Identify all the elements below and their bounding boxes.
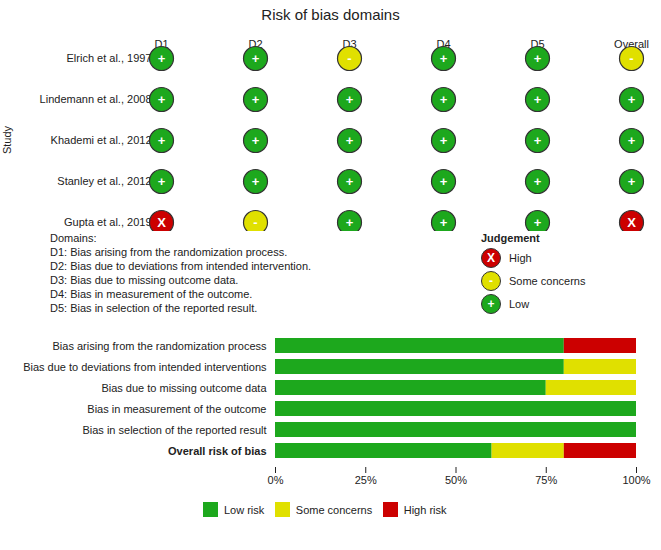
html-text:Some concerns: Some concerns	[509, 275, 586, 287]
svg-text:Khademi et al., 2012: Khademi et al., 2012	[51, 134, 152, 146]
html-text:D2: Bias due to deviations fro: D2: Bias due to deviations from intended…	[50, 260, 312, 272]
svg-text:Bias due to deviations from in: Bias due to deviations from intended int…	[23, 361, 267, 373]
svg-text:75%: 75%	[535, 474, 557, 486]
svg-text:Elrich et al., 1997: Elrich et al., 1997	[67, 52, 152, 64]
svg-text:+: +	[158, 174, 166, 189]
svg-text:Lindemann et al., 2008: Lindemann et al., 2008	[40, 93, 152, 105]
svg-text:Gupta et al., 2019: Gupta et al., 2019	[64, 216, 151, 228]
svg-text:+: +	[440, 215, 448, 230]
svg-text:D5: D5	[530, 37, 545, 50]
html-text:Some concerns: Some concerns	[295, 503, 373, 516]
svg-text:Bias in measurement of the out: Bias in measurement of the outcome	[87, 403, 266, 415]
svg-text:+: +	[158, 92, 166, 107]
html-text:Judgement: Judgement	[481, 232, 540, 244]
svg-text:+: +	[534, 215, 542, 230]
svg-text:-: -	[347, 51, 351, 66]
svg-text:D1: D1	[154, 37, 169, 50]
svg-text:D4: D4	[436, 37, 451, 50]
svg-text:-: -	[253, 215, 257, 230]
svg-text:+: +	[252, 133, 260, 148]
html-text:D1: Bias arising from the rand: D1: Bias arising from the randomization …	[50, 246, 288, 258]
html-text:D3: Bias due to missing outcom: D3: Bias due to missing outcome data.	[50, 274, 239, 286]
svg-text:Stanley et al., 2012: Stanley et al., 2012	[57, 175, 151, 187]
svg-text:0%: 0%	[268, 474, 284, 486]
svg-text:100%: 100%	[622, 474, 650, 486]
svg-text:+: +	[534, 133, 542, 148]
svg-text:+: +	[346, 92, 354, 107]
svg-text:+: +	[346, 215, 354, 230]
svg-text:+: +	[158, 133, 166, 148]
svg-text:+: +	[440, 174, 448, 189]
svg-text:+: +	[534, 92, 542, 107]
svg-text:+: +	[252, 174, 260, 189]
html-text:High: High	[509, 252, 532, 264]
svg-text:Study: Study	[1, 125, 13, 154]
svg-text:-: -	[629, 51, 633, 66]
svg-text:+: +	[534, 174, 542, 189]
svg-text:+: +	[628, 133, 636, 148]
html-text:Low risk: Low risk	[224, 503, 265, 516]
svg-text:+: +	[346, 174, 354, 189]
html-text:D5: Bias in selection of the r: D5: Bias in selection of the reported re…	[50, 302, 258, 314]
svg-text:+: +	[346, 133, 354, 148]
svg-text:D2: D2	[248, 37, 263, 50]
svg-text:Bias due to missing outcome da: Bias due to missing outcome data	[101, 382, 267, 394]
svg-text:Bias in selection of the repor: Bias in selection of the reported result	[82, 424, 266, 436]
svg-text:D3: D3	[342, 37, 357, 50]
svg-text:+: +	[628, 174, 636, 189]
svg-text:+: +	[252, 92, 260, 107]
svg-text:+: +	[440, 92, 448, 107]
svg-text:+: +	[158, 51, 166, 66]
svg-text:+: +	[440, 51, 448, 66]
svg-text:+: +	[440, 133, 448, 148]
svg-text:Bias arising from the randomiz: Bias arising from the randomization proc…	[53, 340, 267, 352]
html-text:D4: Bias in measurement of the: D4: Bias in measurement of the outcome.	[50, 288, 253, 300]
svg-text:25%: 25%	[355, 474, 377, 486]
svg-text:+: +	[252, 51, 260, 66]
svg-text:+: +	[534, 51, 542, 66]
html-text:High risk: High risk	[403, 503, 447, 516]
svg-text:+: +	[628, 92, 636, 107]
svg-text:50%: 50%	[445, 474, 467, 486]
svg-text:Overall: Overall	[614, 37, 649, 50]
svg-text:X: X	[627, 215, 636, 230]
svg-text:X: X	[157, 215, 166, 230]
html-text:Low: Low	[509, 298, 530, 310]
html-text:X: X	[487, 251, 495, 265]
html-text:Domains:: Domains:	[50, 232, 97, 244]
svg-text:Overall risk of bias: Overall risk of bias	[168, 445, 266, 457]
html-text:Risk of bias domains: Risk of bias domains	[261, 6, 400, 23]
